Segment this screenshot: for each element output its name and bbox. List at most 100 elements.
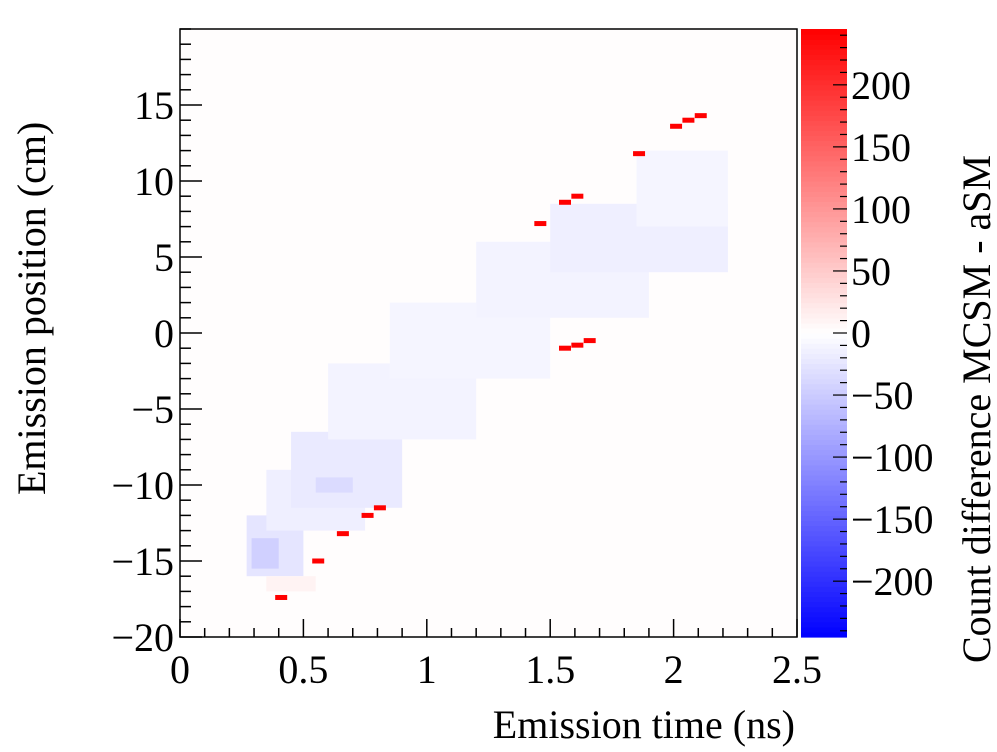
colorbar-segment xyxy=(801,302,847,309)
colorbar-segment xyxy=(801,327,847,334)
y-tick-label: −10 xyxy=(111,463,174,508)
colorbar-segment xyxy=(801,566,847,572)
colorbar-segment xyxy=(801,601,847,608)
colorbar-segment xyxy=(801,105,847,111)
colorbar-segment xyxy=(801,571,847,577)
colorbar xyxy=(801,29,847,638)
colorbar-segment xyxy=(801,373,847,380)
colorbar-segment xyxy=(801,211,847,218)
heatmap-hot-bin xyxy=(312,558,325,564)
colorbar-segment xyxy=(801,626,847,633)
x-tick-label: 0 xyxy=(170,647,190,692)
colorbar-segment xyxy=(801,540,847,547)
colorbar-segment xyxy=(801,555,847,562)
colorbar-segment xyxy=(801,429,847,435)
colorbar-segment xyxy=(801,191,847,197)
colorbar-segment xyxy=(801,550,847,557)
colorbar-segment xyxy=(801,257,847,263)
colorbar-segment xyxy=(801,59,847,66)
colorbar-segment xyxy=(801,616,847,623)
colorbar-segment xyxy=(801,338,847,344)
colorbar-segment xyxy=(801,333,847,339)
colorbar-segment xyxy=(801,576,847,582)
colorbar-segment xyxy=(801,474,847,481)
colorbar-segment xyxy=(801,500,847,506)
colorbar-segment xyxy=(801,282,847,288)
x-tick-label: 1.5 xyxy=(525,647,575,692)
colorbar-segment xyxy=(801,398,847,405)
colorbar-segment xyxy=(801,221,847,228)
colorbar-segment xyxy=(801,621,847,628)
colorbar-segment xyxy=(801,363,847,370)
colorbar-segment xyxy=(801,29,847,35)
y-tick-label: 0 xyxy=(154,311,174,356)
colorbar-segment xyxy=(801,479,847,486)
heatmap-hot-bin xyxy=(583,338,596,344)
colorbar-segment xyxy=(801,383,847,390)
colorbar-segment xyxy=(801,79,847,86)
heatmap-hot-bin xyxy=(670,123,683,129)
colorbar-segment xyxy=(801,485,847,491)
heatmap-hot-bin xyxy=(559,345,572,351)
colorbar-segment xyxy=(801,64,847,71)
colorbar-segment xyxy=(801,69,847,76)
heatmap-hot-bin xyxy=(571,193,584,199)
colorbar-segment xyxy=(801,495,847,501)
colorbar-segment xyxy=(801,545,847,552)
colorbar-segment xyxy=(801,586,847,592)
colorbar-segment xyxy=(801,236,847,243)
colorbar-segment xyxy=(801,272,847,278)
colorbar-segment xyxy=(801,515,847,522)
colorbar-segment xyxy=(801,322,847,329)
colorbar-segment xyxy=(801,469,847,476)
colorbar-tick-label: −100 xyxy=(851,435,934,480)
colorbar-tick-label: 100 xyxy=(851,187,911,232)
colorbar-tick-label: −200 xyxy=(851,559,934,604)
colorbar-segment xyxy=(801,246,847,253)
x-tick-label: 1 xyxy=(417,647,437,692)
colorbar-segment xyxy=(801,378,847,385)
colorbar-segment xyxy=(801,277,847,283)
colorbar-segment xyxy=(801,561,847,567)
y-tick-label: 5 xyxy=(154,235,174,280)
colorbar-segment xyxy=(801,94,847,101)
heatmap-hot-bin xyxy=(275,594,288,600)
colorbar-segment xyxy=(801,145,847,152)
colorbar-segment xyxy=(801,581,847,587)
colorbar-segment xyxy=(801,307,847,314)
colorbar-segment xyxy=(801,510,847,516)
colorbar-segment xyxy=(801,84,847,91)
y-tick-label: −15 xyxy=(111,539,174,584)
colorbar-segment xyxy=(801,267,847,273)
colorbar-segment xyxy=(801,74,847,81)
heatmap-hot-bin xyxy=(336,531,349,537)
colorbar-segment xyxy=(801,54,847,60)
colorbar-segment xyxy=(801,135,847,142)
x-tick-label: 2 xyxy=(664,647,684,692)
colorbar-segment xyxy=(801,155,847,162)
colorbar-segment xyxy=(801,606,847,613)
colorbar-segment xyxy=(801,353,847,359)
colorbar-segment xyxy=(801,140,847,147)
y-tick-label: 15 xyxy=(134,83,174,128)
colorbar-segment xyxy=(801,317,847,324)
colorbar-segment xyxy=(801,312,847,319)
colorbar-segment xyxy=(801,505,847,511)
colorbar-segment xyxy=(801,434,847,440)
y-tick-label: −20 xyxy=(111,615,174,660)
colorbar-segment xyxy=(801,231,847,238)
colorbar-segment xyxy=(801,226,847,233)
colorbar-segment xyxy=(801,419,847,425)
colorbar-segment xyxy=(801,165,847,172)
x-tick-label: 2.5 xyxy=(772,647,822,692)
heatmap-hot-bin xyxy=(682,117,695,123)
colorbar-tick-label: 200 xyxy=(851,63,911,108)
colorbar-segment xyxy=(801,535,847,542)
colorbar-tick-label: 0 xyxy=(851,311,871,356)
colorbar-segment xyxy=(801,262,847,268)
colorbar-segment xyxy=(801,175,847,182)
colorbar-segment xyxy=(801,343,847,349)
colorbar-segment xyxy=(801,439,847,446)
heatmap-hot-bin xyxy=(534,221,547,227)
colorbar-title: Count difference MCSM - aSM xyxy=(954,155,997,663)
